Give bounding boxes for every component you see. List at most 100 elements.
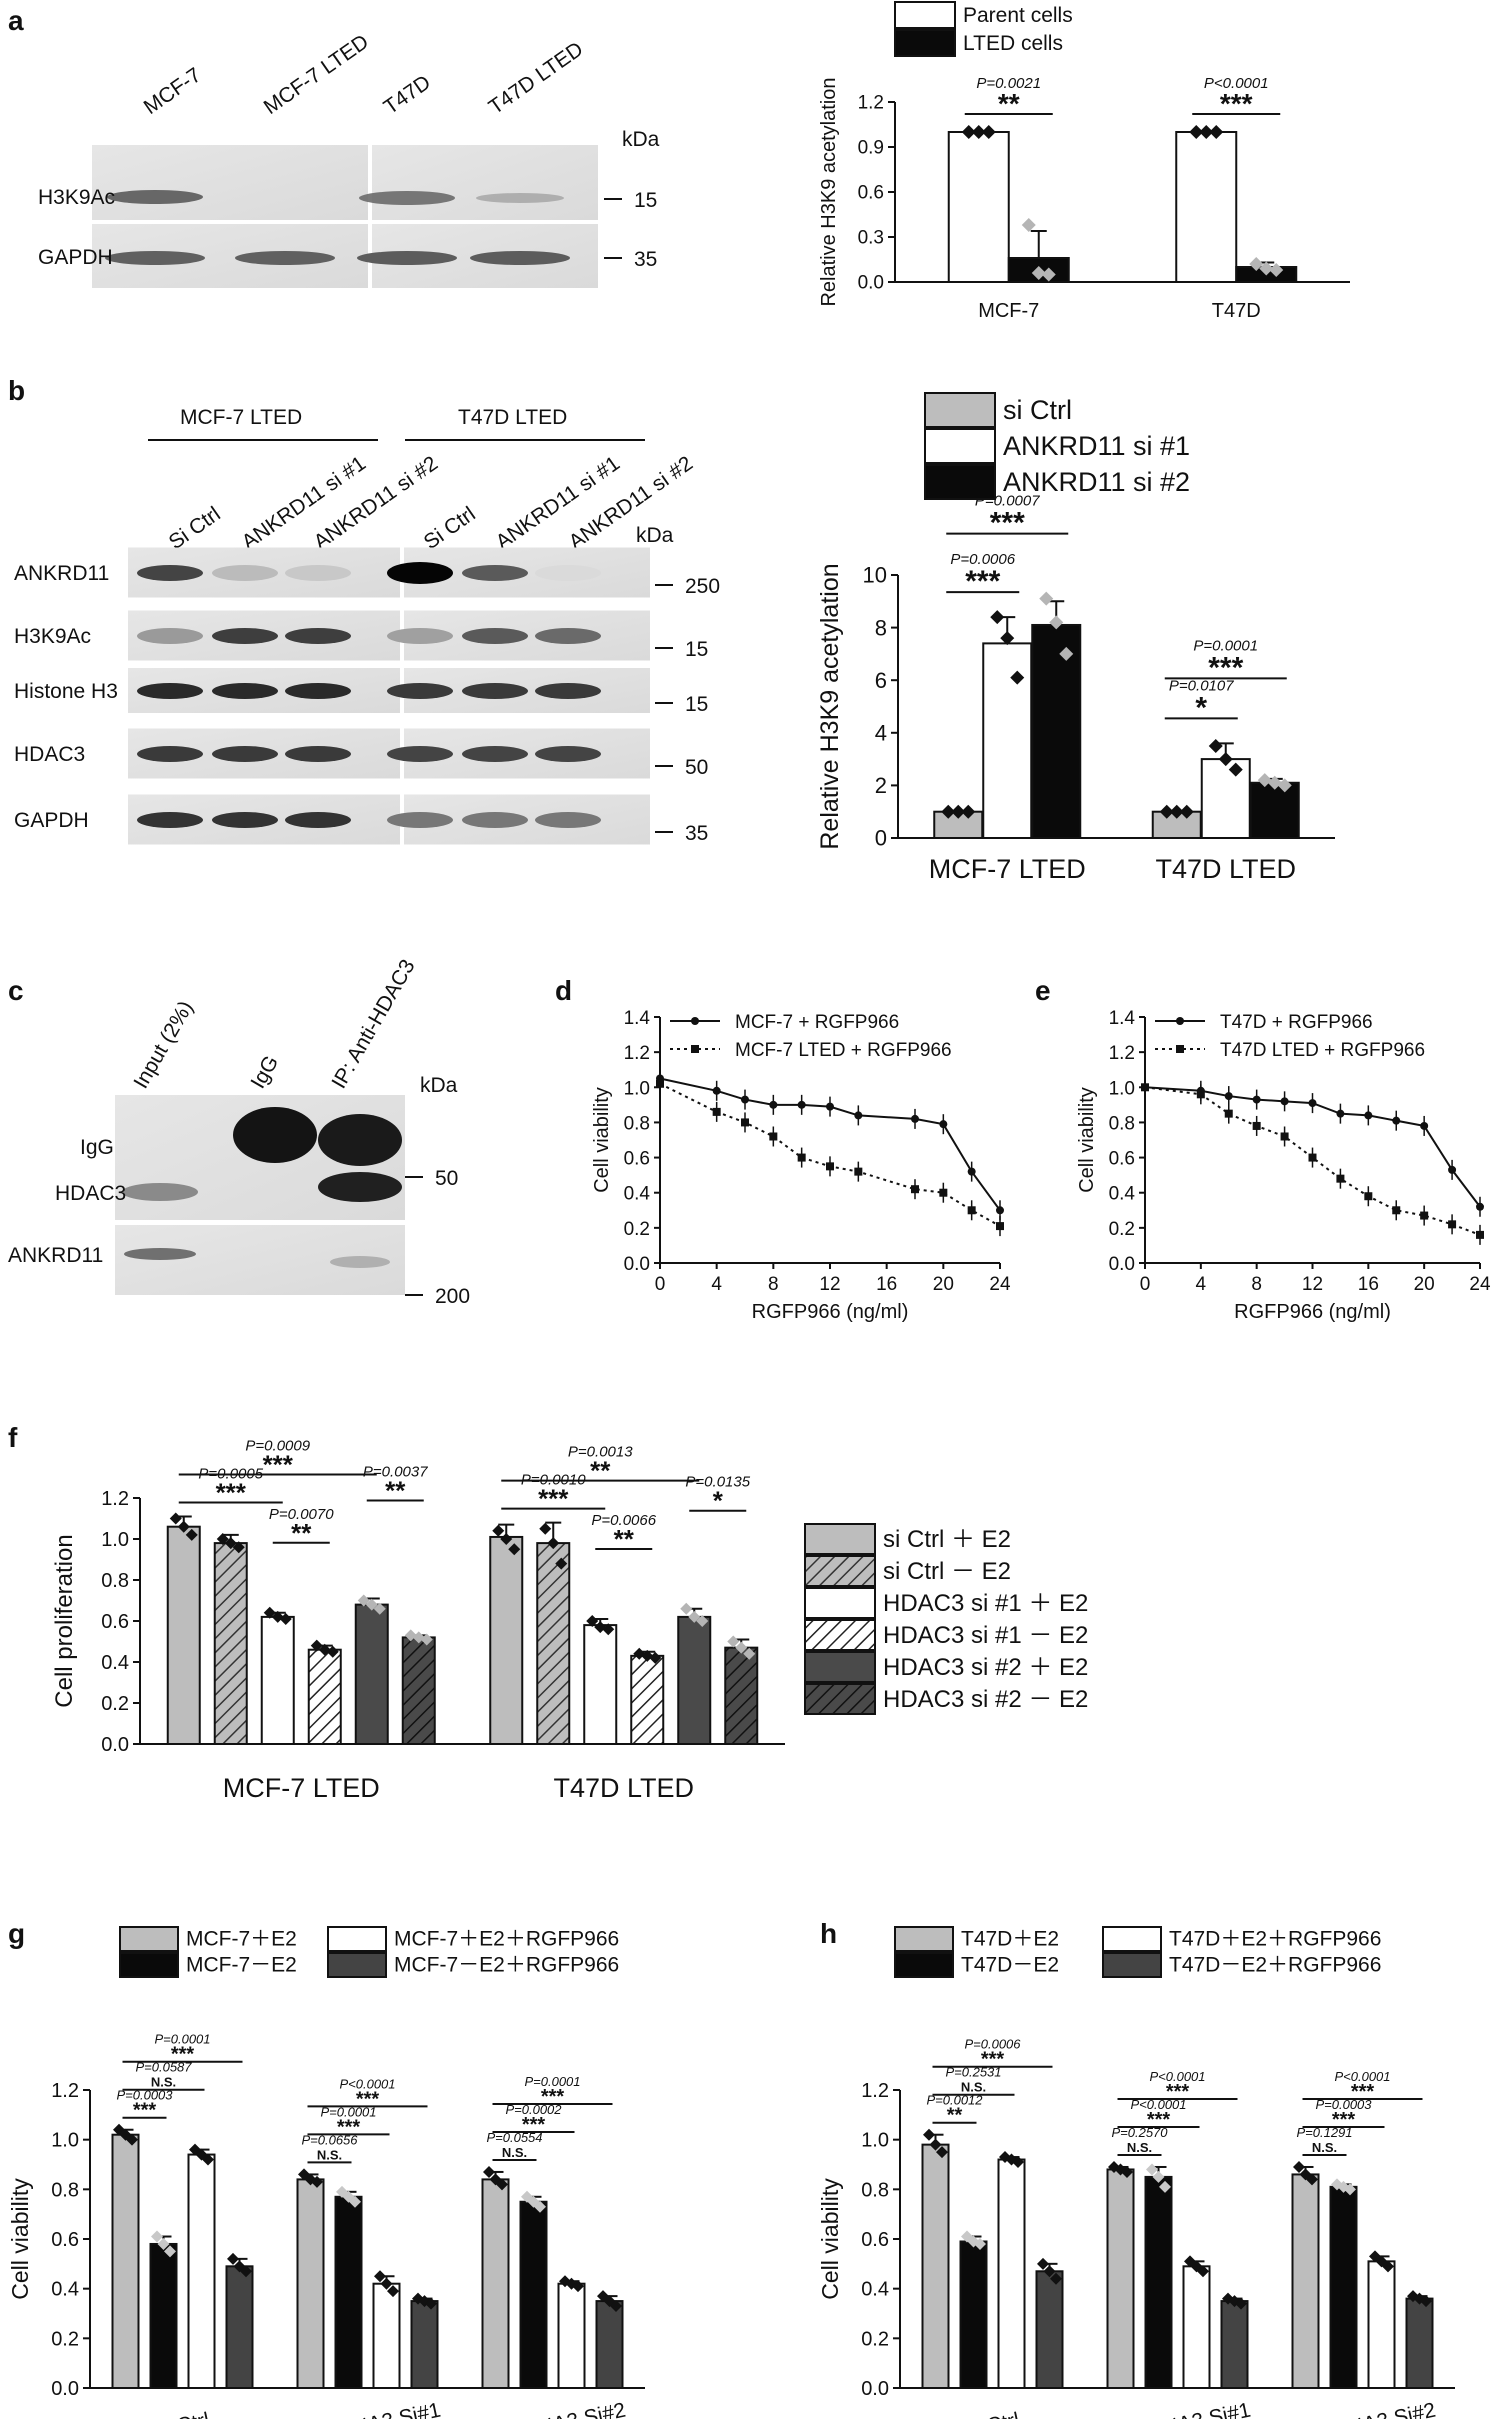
data-point (1039, 591, 1054, 606)
y-tick-label: 1.2 (1109, 1043, 1135, 1064)
p-value: P=0.0135 (685, 1474, 750, 1491)
legend-swatch (894, 1926, 954, 1952)
data-point (126, 2133, 138, 2146)
legend-swatch (804, 1683, 876, 1715)
blot-b-row-label: HDAC3 (14, 743, 85, 766)
band (212, 565, 278, 581)
legend-swatch (804, 1587, 876, 1619)
data-point (939, 1120, 948, 1129)
data-point (1392, 1116, 1401, 1125)
data-point (1197, 2265, 1209, 2278)
blot-c-marker-2: 200 (435, 1285, 470, 1308)
legend-label: T47D－E2＋RGFP966 (1169, 1954, 1381, 1977)
p-value: P=0.1291 (1296, 2125, 1352, 2140)
significance-stars: ** (614, 1524, 635, 1554)
y-tick-label: 0.6 (861, 2229, 889, 2251)
band (387, 562, 453, 584)
y-tick-label: 0.2 (861, 2328, 889, 2350)
data-point (735, 1641, 748, 1654)
p-value: P=0.2531 (945, 2065, 1001, 2080)
legend-label: Parent cells (963, 4, 1073, 27)
data-point (990, 610, 1005, 625)
significance-stars: *** (1208, 651, 1243, 684)
legend-swatch (924, 428, 996, 464)
p-value: P=0.0001 (154, 2032, 210, 2047)
category-label: T47D (1212, 300, 1261, 322)
significance-stars: * (1195, 691, 1207, 724)
data-point (967, 1167, 976, 1176)
y-tick-label: 1.4 (624, 1008, 651, 1029)
legend-label: MCF-7 + RGFP966 (735, 1012, 899, 1033)
data-point (1336, 1109, 1345, 1118)
data-point (349, 2195, 361, 2208)
significance-stars: * (713, 1486, 724, 1516)
data-point (1021, 218, 1036, 232)
data-point (1269, 263, 1284, 277)
p-value: P=0.0587 (135, 2060, 192, 2075)
data-point (727, 1635, 740, 1648)
legend-swatch (327, 1952, 387, 1978)
data-point (420, 1633, 433, 1646)
band (137, 683, 203, 699)
bar (1329, 2185, 1358, 2390)
bar (1249, 781, 1300, 840)
band (357, 251, 457, 265)
significance-stars: *** (263, 1449, 294, 1479)
panel-e-label: e (1035, 975, 1051, 1006)
blot-c-kda: kDa (420, 1074, 458, 1097)
data-point (1364, 1192, 1373, 1201)
legend-label: MCF-7＋E2 (186, 1928, 297, 1951)
data-point (1050, 2272, 1062, 2285)
data-point (741, 1095, 749, 1104)
bar (1291, 2173, 1320, 2390)
band-ankrd11-ip (330, 1256, 390, 1268)
data-point (1000, 631, 1015, 646)
data-point (688, 1610, 701, 1623)
data-point (177, 1520, 190, 1533)
legend-label: ANKRD11 si #1 (1003, 431, 1190, 461)
x-tick-label: 8 (1251, 1274, 1262, 1295)
y-tick-label: 1.0 (1109, 1078, 1135, 1099)
data-point (311, 2175, 323, 2188)
data-point (310, 1639, 323, 1652)
y-tick-label: 1.2 (624, 1043, 650, 1064)
panel-f-label: f (8, 1422, 18, 1453)
data-point (1382, 2260, 1394, 2273)
y-axis-title: Cell viability (817, 2178, 843, 2300)
legend-swatch (804, 1523, 876, 1555)
bar (1031, 623, 1082, 839)
x-tick-label: 24 (1469, 1274, 1491, 1295)
legend-swatch (894, 1952, 954, 1978)
blot-b-marker: 15 (685, 693, 708, 716)
bar (1220, 2300, 1249, 2389)
legend-label: T47D－E2 (961, 1954, 1059, 1977)
blot-b-row-label: H3K9Ac (14, 625, 91, 648)
bar (166, 1525, 201, 1745)
band (359, 191, 455, 205)
band (470, 251, 570, 265)
data-point (1308, 1099, 1317, 1108)
x-tick-label: 20 (1414, 1274, 1435, 1295)
p-value: P<0.0001 (339, 2076, 395, 2091)
band (476, 193, 564, 203)
p-value: P=0.0012 (926, 2093, 983, 2108)
bar (213, 1542, 248, 1745)
band (212, 628, 278, 644)
bar-chart-b: 0 2 4 6 8 10 Relative H3K9 acetylation MCF-7 LT… (816, 392, 1335, 884)
legend-label: HDAC3 si #2 ＋ E2 (883, 1654, 1088, 1681)
p-value: P=0.0003 (1315, 2097, 1372, 2112)
p-value: P=0.0107 (1169, 677, 1234, 694)
significance-stars: *** (337, 2116, 361, 2138)
category-label: T47D LTED (553, 1773, 694, 1803)
legend-swatch (924, 464, 996, 500)
legend-swatch (894, 29, 956, 57)
legend-label: MCF-7－E2 (186, 1954, 297, 1977)
legend-swatch (1102, 1926, 1162, 1952)
band (137, 746, 203, 762)
legend-marker (1176, 1045, 1184, 1053)
bar (334, 2195, 363, 2390)
blot-c-marker-1: 50 (435, 1167, 458, 1190)
data-point (224, 1537, 237, 1550)
bar (481, 2178, 510, 2389)
